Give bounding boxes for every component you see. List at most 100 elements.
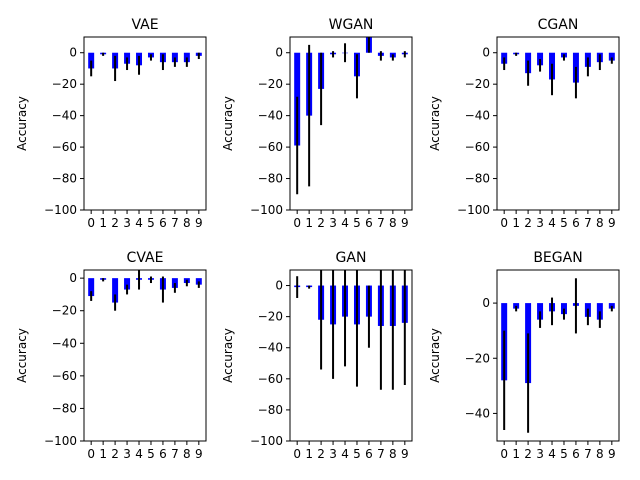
x-tick-label: 5 [147, 216, 155, 230]
y-tick-label: −60 [258, 140, 283, 154]
plot-area [88, 270, 202, 311]
x-tick-label: 3 [329, 447, 337, 461]
y-tick-label: −20 [465, 77, 490, 91]
x-tick-label: 2 [111, 216, 119, 230]
axes-frame [289, 36, 413, 211]
x-tick-label: 9 [401, 216, 409, 230]
x-tick-label: 0 [87, 447, 95, 461]
x-tick-label: 4 [135, 447, 143, 461]
x-tick-label: 9 [195, 216, 203, 230]
y-axis-label: Accuracy [428, 96, 442, 151]
y-axis-label: Accuracy [221, 96, 235, 151]
x-tick-label: 3 [536, 447, 544, 461]
axes-frame [289, 269, 413, 442]
x-tick-label: 6 [159, 447, 167, 461]
y-tick-label: −60 [258, 372, 283, 386]
y-tick-label: 0 [275, 279, 283, 293]
y-tick-label: 0 [69, 46, 77, 60]
subplot-title: CGAN [538, 17, 579, 33]
x-tick-label: 9 [195, 447, 203, 461]
y-tick-label: −40 [258, 109, 283, 123]
y-tick-label: −40 [258, 341, 283, 355]
y-tick-label: 0 [482, 46, 490, 60]
y-tick-label: −80 [52, 401, 77, 415]
subplot-title: WGAN [329, 17, 374, 33]
x-tick-label: 4 [341, 216, 349, 230]
x-tick-label: 2 [317, 216, 325, 230]
x-tick-label: 8 [183, 216, 191, 230]
x-tick-label: 3 [123, 216, 131, 230]
y-tick-label: −40 [52, 109, 77, 123]
y-tick-label: −40 [52, 336, 77, 350]
x-tick-label: 5 [560, 216, 568, 230]
subplot-title: CVAE [127, 250, 164, 266]
x-tick-label: 1 [512, 447, 520, 461]
bar-9 [608, 52, 615, 61]
plot-area [501, 52, 615, 99]
x-tick-label: 2 [317, 447, 325, 461]
subplot-title: VAE [131, 17, 158, 33]
x-tick-label: 2 [111, 447, 119, 461]
x-tick-label: 4 [548, 216, 556, 230]
x-tick-label: 4 [341, 447, 349, 461]
y-tick-label: −40 [465, 109, 490, 123]
y-tick-label: −20 [258, 77, 283, 91]
x-tick-label: 1 [305, 216, 313, 230]
x-tick-label: 1 [99, 447, 107, 461]
y-tick-label: −40 [465, 406, 490, 420]
x-tick-label: 0 [87, 216, 95, 230]
y-tick-label: −60 [465, 140, 490, 154]
x-tick-label: 2 [524, 216, 532, 230]
x-tick-label: 9 [608, 216, 616, 230]
x-tick-label: 6 [572, 447, 580, 461]
x-tick-label: 8 [183, 447, 191, 461]
y-tick-label: −80 [52, 172, 77, 186]
plot-area [294, 37, 408, 195]
y-tick-label: −80 [258, 172, 283, 186]
y-tick-label: −100 [250, 203, 283, 217]
x-tick-label: 3 [123, 447, 131, 461]
x-tick-label: 6 [365, 447, 373, 461]
x-tick-label: 8 [389, 447, 397, 461]
x-tick-label: 9 [608, 447, 616, 461]
x-tick-label: 8 [596, 447, 604, 461]
x-tick-label: 9 [401, 447, 409, 461]
x-tick-label: 5 [147, 447, 155, 461]
y-tick-label: −20 [258, 310, 283, 324]
y-axis-label: Accuracy [428, 328, 442, 383]
y-tick-label: −100 [44, 203, 77, 217]
x-tick-label: 7 [584, 216, 592, 230]
y-tick-label: −20 [465, 351, 490, 365]
y-tick-label: −20 [52, 304, 77, 318]
x-tick-label: 5 [353, 447, 361, 461]
x-tick-label: 3 [329, 216, 337, 230]
axes-frame [83, 36, 207, 211]
y-tick-label: 0 [275, 46, 283, 60]
x-tick-label: 4 [135, 216, 143, 230]
y-axis-label: Accuracy [15, 96, 29, 151]
plot-area [88, 52, 202, 82]
subplot-title: BEGAN [533, 250, 582, 266]
x-tick-label: 7 [377, 447, 385, 461]
y-tick-label: −80 [465, 172, 490, 186]
x-tick-label: 0 [293, 447, 301, 461]
bar-3 [124, 278, 131, 290]
x-tick-label: 2 [524, 447, 532, 461]
x-tick-label: 0 [500, 447, 508, 461]
y-tick-label: 0 [482, 296, 490, 310]
y-tick-label: −100 [250, 434, 283, 448]
axes-frame [496, 36, 620, 211]
y-tick-label: −80 [258, 403, 283, 417]
x-tick-label: 5 [560, 447, 568, 461]
y-axis-label: Accuracy [221, 328, 235, 383]
y-axis-label: Accuracy [15, 328, 29, 383]
x-tick-label: 6 [572, 216, 580, 230]
subplot-title: GAN [336, 250, 367, 266]
